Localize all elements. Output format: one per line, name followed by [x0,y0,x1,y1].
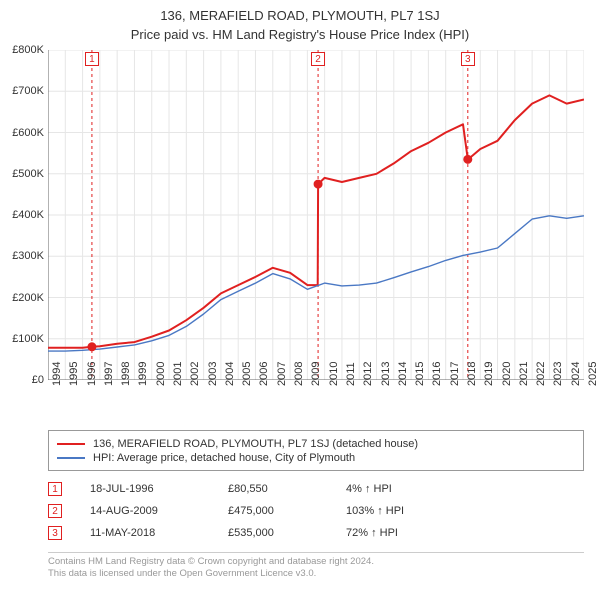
footer-line: This data is licensed under the Open Gov… [48,568,584,580]
legend-item-property: 136, MERAFIELD ROAD, PLYMOUTH, PL7 1SJ (… [57,437,575,451]
x-axis-label: 2002 [189,362,201,386]
chart-svg [48,50,584,380]
footer-line: Contains HM Land Registry data © Crown c… [48,556,584,568]
x-axis-label: 2016 [431,362,443,386]
x-axis-label: 2019 [483,362,495,386]
x-axis-label: 2017 [449,362,461,386]
x-axis-label: 2009 [310,362,322,386]
y-axis-label: £200K [12,292,44,304]
x-axis-label: 2005 [241,362,253,386]
x-axis-label: 2021 [518,362,530,386]
x-axis-label: 1999 [137,362,149,386]
sale-flag-icon: 3 [461,52,475,66]
sales-table: 1 18-JUL-1996 £80,550 4% ↑ HPI 2 14-AUG-… [48,478,584,544]
x-axis-label: 2010 [328,362,340,386]
chart-container: 136, MERAFIELD ROAD, PLYMOUTH, PL7 1SJ P… [0,0,600,590]
legend-item-hpi: HPI: Average price, detached house, City… [57,451,575,465]
x-axis-label: 2022 [535,362,547,386]
x-axis-label: 2004 [224,362,236,386]
y-axis-label: £700K [12,85,44,97]
x-axis-label: 2008 [293,362,305,386]
footer-attribution: Contains HM Land Registry data © Crown c… [48,552,584,580]
x-axis-label: 2007 [276,362,288,386]
sales-row: 2 14-AUG-2009 £475,000 103% ↑ HPI [48,500,584,522]
sale-date: 18-JUL-1996 [90,483,200,495]
x-axis-label: 2006 [258,362,270,386]
legend-swatch-icon [57,457,85,458]
sale-flag-icon: 1 [48,482,62,496]
x-axis-label: 2011 [345,362,357,386]
chart-title-sub: Price paid vs. HM Land Registry's House … [0,23,600,42]
legend: 136, MERAFIELD ROAD, PLYMOUTH, PL7 1SJ (… [48,430,584,471]
legend-label: HPI: Average price, detached house, City… [93,452,355,464]
x-axis-label: 2001 [172,362,184,386]
x-axis-label: 2024 [570,362,582,386]
chart-plot-area: £0£100K£200K£300K£400K£500K£600K£700K£80… [48,50,584,380]
x-axis-label: 2025 [587,362,599,386]
x-axis-label: 1995 [68,362,80,386]
x-axis-label: 2003 [207,362,219,386]
sale-date: 11-MAY-2018 [90,527,200,539]
chart-title-main: 136, MERAFIELD ROAD, PLYMOUTH, PL7 1SJ [0,0,600,23]
y-axis-label: £800K [12,44,44,56]
y-axis-label: £0 [32,374,44,386]
x-axis-label: 2023 [552,362,564,386]
sale-flag-icon: 3 [48,526,62,540]
x-axis-label: 2014 [397,362,409,386]
x-axis-label: 1997 [103,362,115,386]
sale-flag-icon: 1 [85,52,99,66]
y-axis-label: £600K [12,127,44,139]
sale-price: £80,550 [228,483,318,495]
legend-swatch-icon [57,443,85,445]
x-axis-label: 2018 [466,362,478,386]
sale-hpi: 103% ↑ HPI [346,505,404,517]
sales-row: 3 11-MAY-2018 £535,000 72% ↑ HPI [48,522,584,544]
y-axis-label: £100K [12,333,44,345]
sale-flag-icon: 2 [48,504,62,518]
x-axis-label: 1998 [120,362,132,386]
y-axis-label: £500K [12,168,44,180]
x-axis-label: 2015 [414,362,426,386]
sale-hpi: 72% ↑ HPI [346,527,398,539]
x-axis-label: 2013 [380,362,392,386]
sale-price: £535,000 [228,527,318,539]
y-axis-label: £300K [12,250,44,262]
sale-price: £475,000 [228,505,318,517]
x-axis-label: 2000 [155,362,167,386]
y-axis-label: £400K [12,209,44,221]
x-axis-label: 1996 [86,362,98,386]
sales-row: 1 18-JUL-1996 £80,550 4% ↑ HPI [48,478,584,500]
sale-hpi: 4% ↑ HPI [346,483,392,495]
x-axis-label: 1994 [51,362,63,386]
sale-flag-icon: 2 [311,52,325,66]
x-axis-label: 2012 [362,362,374,386]
x-axis-label: 2020 [501,362,513,386]
legend-label: 136, MERAFIELD ROAD, PLYMOUTH, PL7 1SJ (… [93,438,418,450]
sale-date: 14-AUG-2009 [90,505,200,517]
